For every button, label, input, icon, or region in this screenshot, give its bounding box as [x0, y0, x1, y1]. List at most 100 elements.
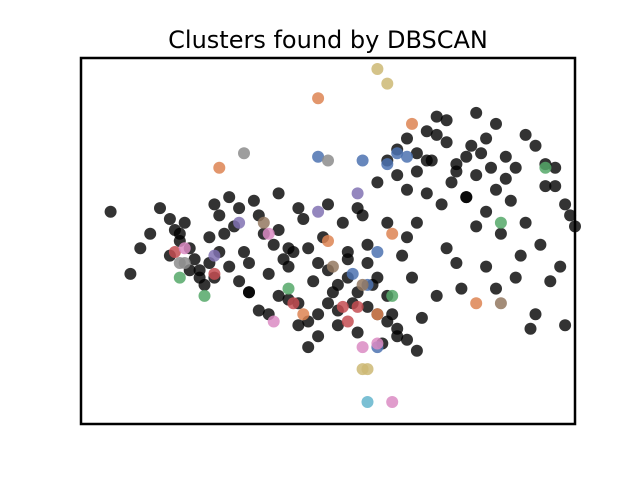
data-point — [381, 77, 394, 90]
data-point — [470, 106, 483, 119]
data-point — [539, 180, 552, 193]
data-point — [371, 308, 384, 321]
data-point — [238, 147, 250, 160]
data-point — [415, 311, 428, 324]
data-point — [401, 150, 413, 163]
data-point — [218, 227, 231, 240]
data-point — [485, 161, 497, 174]
data-point — [356, 341, 369, 354]
data-point — [406, 117, 418, 130]
data-point — [490, 117, 502, 130]
data-point — [514, 249, 527, 262]
data-point — [406, 271, 418, 284]
data-point — [569, 220, 581, 233]
data-point — [480, 205, 493, 218]
data-point — [262, 267, 275, 280]
data-point — [519, 216, 532, 229]
data-point — [420, 125, 433, 138]
data-point — [504, 194, 517, 207]
data-point — [356, 154, 369, 167]
data-point — [470, 220, 483, 233]
data-point — [297, 308, 310, 321]
data-point — [238, 246, 250, 258]
data-point — [420, 154, 433, 167]
data-point — [554, 260, 567, 273]
data-point — [198, 289, 211, 302]
data-point — [361, 363, 374, 376]
data-point — [361, 396, 374, 408]
data-point — [381, 158, 394, 171]
data-point — [178, 216, 191, 229]
data-point — [287, 297, 300, 310]
data-point — [351, 300, 364, 313]
data-point — [559, 198, 572, 211]
data-point — [490, 282, 502, 295]
chart-title: Clusters found by DBSCAN — [168, 26, 488, 54]
data-point — [124, 267, 137, 280]
data-point — [144, 227, 157, 240]
data-point — [410, 216, 423, 229]
data-point — [208, 249, 221, 262]
data-point — [494, 297, 507, 310]
data-point — [361, 238, 374, 251]
data-point — [529, 308, 542, 321]
data-point — [203, 231, 216, 244]
data-point — [307, 275, 320, 288]
data-point — [163, 213, 176, 225]
data-point — [361, 300, 374, 313]
data-point — [208, 198, 221, 211]
data-point — [178, 257, 191, 269]
data-point — [356, 278, 369, 291]
data-point — [322, 235, 334, 247]
data-point — [420, 187, 433, 200]
data-point — [391, 322, 404, 335]
data-point — [262, 227, 275, 240]
data-point — [297, 213, 310, 225]
plot-frame — [79, 56, 577, 426]
data-point — [243, 257, 255, 269]
data-point — [559, 319, 572, 332]
data-point — [188, 253, 201, 266]
data-point — [331, 278, 344, 291]
data-point — [341, 246, 354, 258]
data-point — [430, 110, 443, 123]
data-point — [173, 227, 186, 240]
data-point — [252, 304, 265, 317]
data-point — [519, 128, 532, 141]
data-point — [233, 275, 246, 288]
data-point — [544, 275, 557, 288]
data-point — [272, 289, 285, 302]
data-point — [470, 297, 483, 310]
data-point — [410, 147, 423, 160]
data-point — [494, 227, 507, 240]
data-point — [272, 224, 285, 236]
data-point — [490, 183, 502, 196]
data-point — [178, 242, 191, 255]
data-point — [243, 286, 255, 299]
data-point — [213, 209, 226, 222]
data-point — [460, 191, 473, 204]
data-point — [331, 319, 344, 332]
data-point — [386, 289, 399, 302]
data-point — [435, 198, 448, 211]
data-point — [529, 139, 542, 152]
data-point — [410, 165, 423, 178]
data-point — [302, 242, 315, 255]
data-point — [381, 216, 394, 229]
data-point — [267, 315, 280, 328]
data-point — [371, 176, 384, 189]
data-point — [410, 344, 423, 357]
data-point — [430, 128, 443, 141]
data-point — [475, 147, 488, 160]
data-point — [154, 202, 166, 215]
data-point — [386, 396, 399, 408]
data-point — [524, 322, 537, 335]
data-point — [312, 330, 325, 343]
data-point — [336, 216, 349, 229]
data-point — [282, 242, 295, 255]
data-point — [312, 150, 325, 163]
data-point — [480, 132, 493, 145]
data-point — [391, 169, 404, 182]
data-point — [430, 289, 443, 302]
data-point — [494, 216, 507, 229]
